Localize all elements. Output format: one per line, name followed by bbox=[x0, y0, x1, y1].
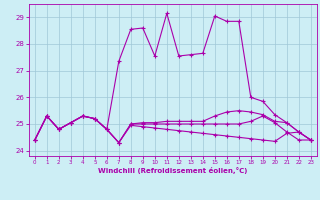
X-axis label: Windchill (Refroidissement éolien,°C): Windchill (Refroidissement éolien,°C) bbox=[98, 167, 247, 174]
